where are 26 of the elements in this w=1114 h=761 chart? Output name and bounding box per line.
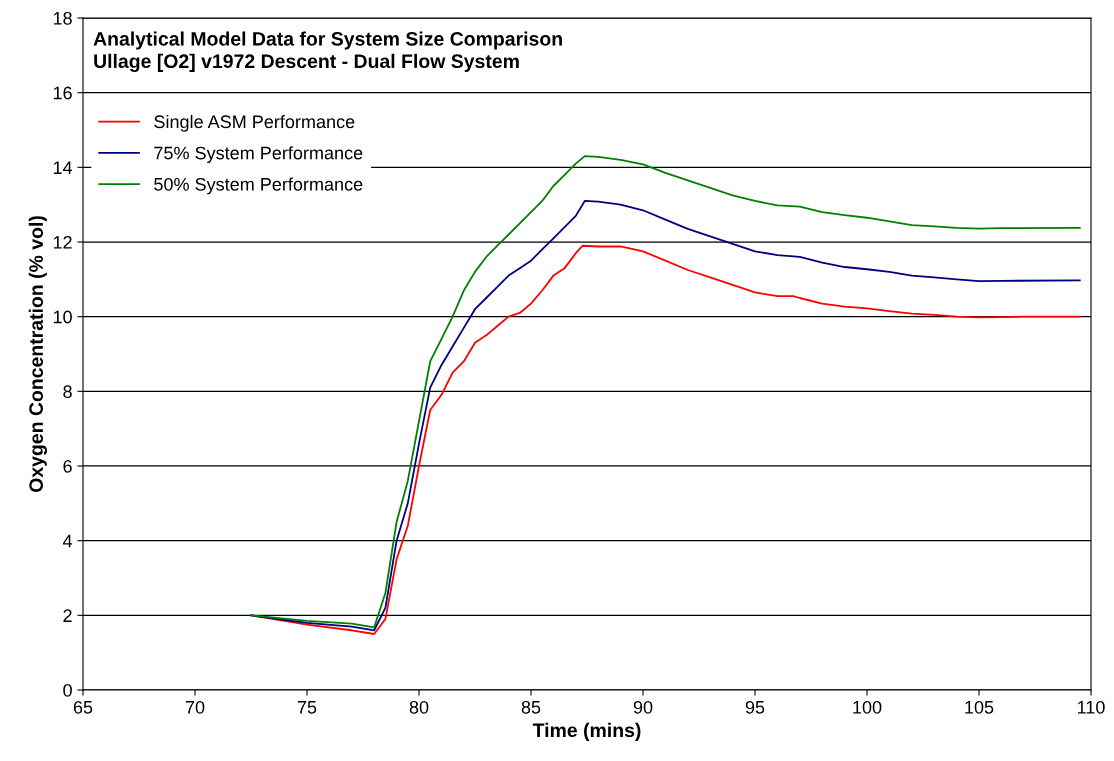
- y-tick-label: 2: [63, 609, 72, 622]
- x-axis-title: Time (mins): [532, 722, 641, 741]
- y-tick-label: 10: [53, 310, 72, 324]
- legend-label: 75% System Performance: [154, 146, 363, 163]
- y-tick-label: 14: [53, 161, 73, 174]
- text: Analytical Model Data for System Size Comparison Ullage [O2] v1972 Descent - Dual Flow System: [93, 31, 562, 72]
- x-tick-label: 105: [965, 700, 994, 714]
- y-tick-label: 4: [62, 534, 73, 548]
- x-tick-label: 80: [409, 700, 429, 714]
- x-tick-label: 90: [633, 700, 653, 714]
- x-tick-label: 75: [297, 701, 317, 714]
- y-tick-label: 18: [53, 11, 72, 25]
- x-tick-label: 110: [1077, 700, 1105, 714]
- x-tick-label: 100: [853, 700, 882, 714]
- legend-label: Single ASM Performance: [154, 114, 355, 132]
- x-tick-label: 70: [185, 700, 205, 714]
- x-tick-label: 65: [73, 700, 93, 714]
- y-tick-label: 12: [53, 235, 72, 249]
- x-tick-label: 95: [745, 700, 765, 714]
- y-tick-label: 8: [63, 385, 72, 399]
- y-tick-label: 16: [53, 86, 72, 100]
- legend-label: 50% System Performance: [154, 177, 363, 195]
- y-axis-title: Oxygen Concentration (% vol): [28, 216, 47, 493]
- y-tick-label: 0: [63, 683, 72, 697]
- x-tick-label: 85: [521, 700, 541, 714]
- y-tick-label: 6: [63, 459, 72, 473]
